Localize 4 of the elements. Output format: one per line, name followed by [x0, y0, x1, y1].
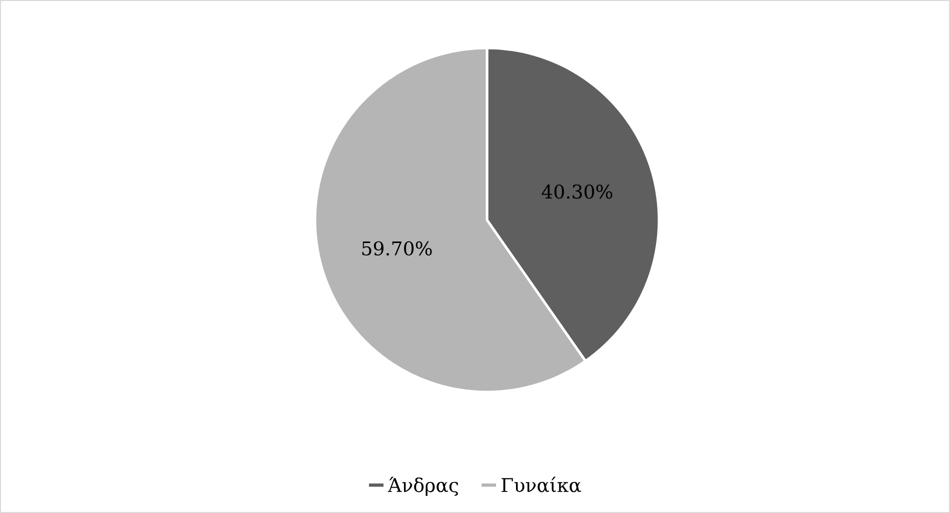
data-label: 59.70%	[362, 241, 432, 256]
data-label: 40.30%	[542, 184, 612, 199]
legend-label: Άνδρας	[388, 476, 458, 496]
legend-label: Γυναίκα	[502, 476, 582, 492]
